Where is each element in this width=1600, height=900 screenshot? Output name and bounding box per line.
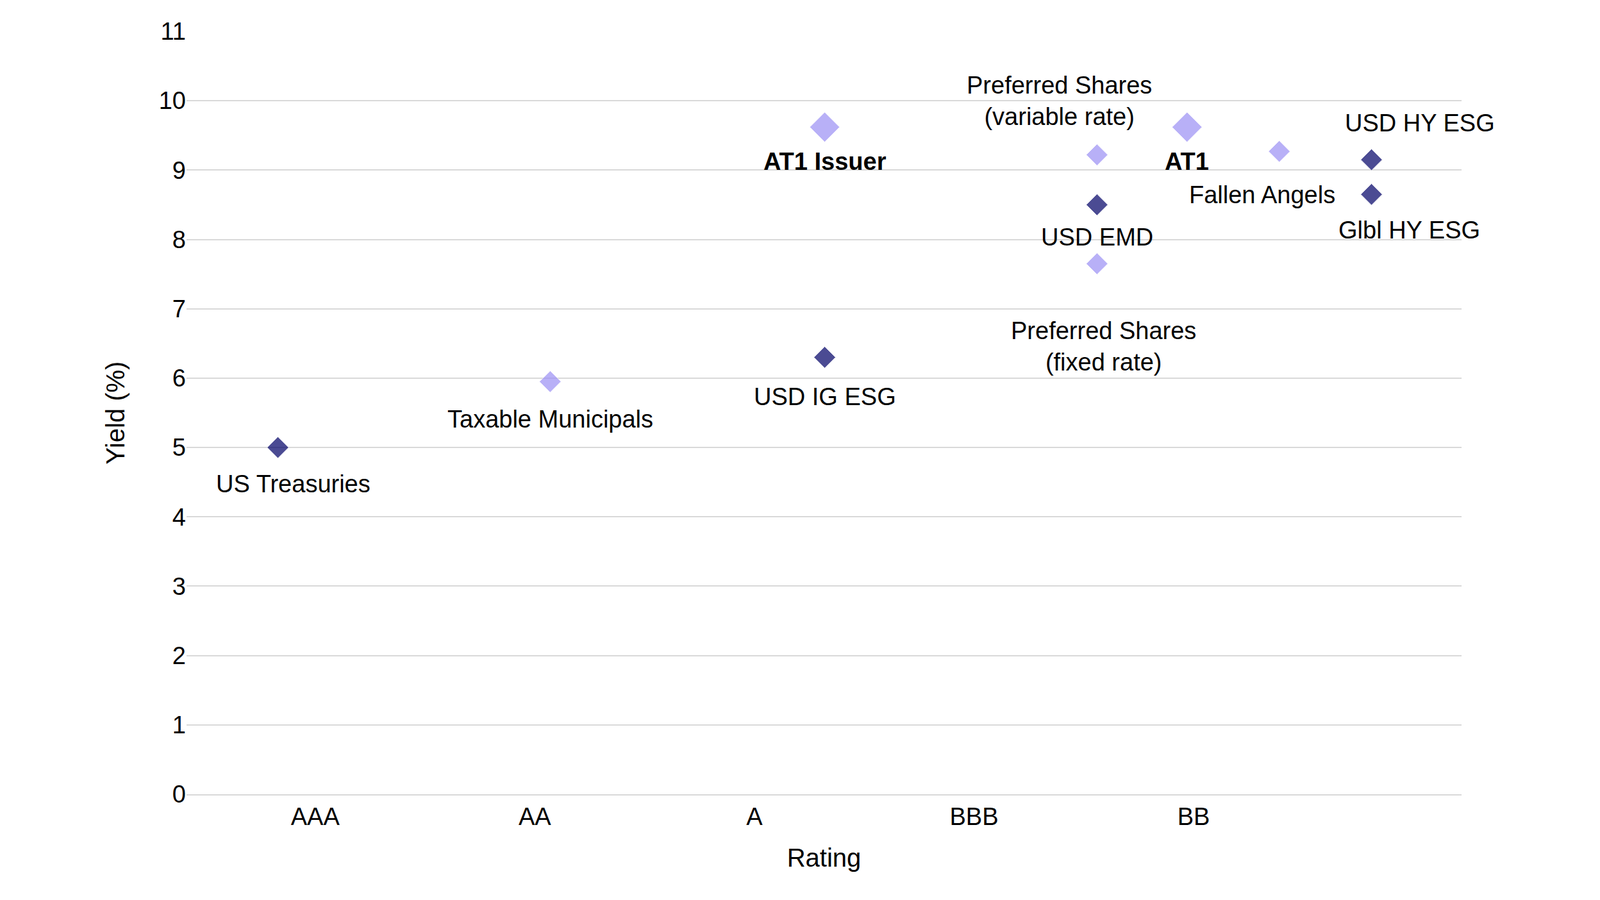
svg-text:11: 11 bbox=[160, 17, 186, 45]
svg-text:6: 6 bbox=[172, 364, 186, 392]
svg-text:2: 2 bbox=[172, 642, 186, 670]
svg-text:8: 8 bbox=[172, 226, 186, 254]
svg-text:USD EMD: USD EMD bbox=[1041, 223, 1154, 251]
svg-text:US Treasuries: US Treasuries bbox=[216, 470, 371, 498]
svg-text:USD HY ESG: USD HY ESG bbox=[1344, 109, 1495, 137]
svg-text:Rating: Rating bbox=[787, 843, 862, 872]
svg-text:Taxable Municipals: Taxable Municipals bbox=[447, 405, 654, 433]
svg-text:10: 10 bbox=[158, 87, 186, 115]
svg-text:Yield (%): Yield (%) bbox=[101, 361, 130, 465]
svg-text:5: 5 bbox=[172, 433, 186, 461]
svg-text:USD IG ESG: USD IG ESG bbox=[753, 383, 897, 411]
svg-text:Preferred Shares(variable rate: Preferred Shares(variable rate) bbox=[966, 71, 1152, 131]
svg-text:3: 3 bbox=[172, 573, 186, 600]
svg-text:Glbl HY ESG: Glbl HY ESG bbox=[1338, 216, 1481, 244]
svg-text:9: 9 bbox=[172, 157, 186, 184]
svg-text:BBB: BBB bbox=[949, 803, 999, 831]
svg-text:4: 4 bbox=[172, 503, 186, 531]
svg-text:0: 0 bbox=[172, 780, 186, 808]
svg-text:Preferred Shares(fixed rate): Preferred Shares(fixed rate) bbox=[1010, 317, 1197, 376]
svg-text:1: 1 bbox=[172, 711, 186, 739]
svg-text:AAA: AAA bbox=[291, 803, 341, 831]
svg-text:AT1 Issuer: AT1 Issuer bbox=[763, 148, 887, 175]
svg-text:A: A bbox=[746, 803, 763, 831]
svg-text:Fallen Angels: Fallen Angels bbox=[1189, 181, 1336, 209]
svg-text:AT1: AT1 bbox=[1164, 148, 1209, 175]
svg-text:BB: BB bbox=[1177, 803, 1211, 831]
svg-text:7: 7 bbox=[172, 295, 186, 323]
svg-text:AA: AA bbox=[518, 803, 552, 831]
